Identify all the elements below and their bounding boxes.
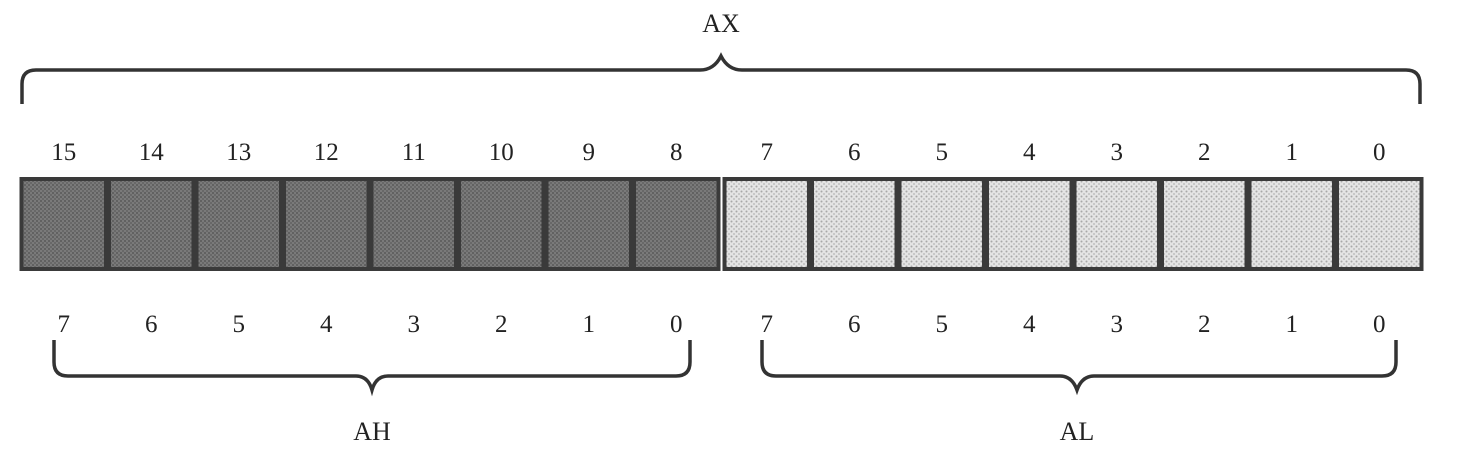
- register-label-ah: AH: [353, 417, 391, 446]
- al-bit-cell: [985, 177, 1074, 271]
- register-label-al: AL: [1060, 417, 1095, 446]
- top-bit-number: 0: [1373, 139, 1386, 166]
- al-bit-number: 5: [936, 311, 949, 338]
- ah-brace: [52, 340, 692, 397]
- ah-bit-cell: [107, 177, 196, 271]
- al-bit-number: 0: [1373, 311, 1386, 338]
- high-byte-bit-numbers: 7 6 5 4 3 2 1 0: [58, 311, 683, 338]
- top-bit-number: 11: [402, 139, 426, 166]
- register-label-ax: AX: [702, 9, 740, 38]
- top-bit-number: 14: [139, 139, 165, 166]
- ah-bit-number: 5: [233, 311, 246, 338]
- low-byte-cells: [722, 177, 1424, 271]
- al-bit-number: 2: [1198, 311, 1211, 338]
- top-bit-number: 1: [1286, 139, 1299, 166]
- high-byte-cells: [19, 177, 721, 271]
- top-bit-number: 5: [936, 139, 949, 166]
- al-bit-number: 3: [1111, 311, 1124, 338]
- ah-bit-number: 7: [58, 311, 71, 338]
- top-bit-number: 6: [848, 139, 861, 166]
- ah-bit-number: 4: [320, 311, 333, 338]
- ah-bit-cell: [369, 177, 458, 271]
- al-bit-number: 6: [848, 311, 861, 338]
- ah-bit-number: 2: [495, 311, 508, 338]
- top-bit-number: 12: [314, 139, 339, 166]
- al-bit-cell: [1160, 177, 1249, 271]
- top-bit-number: 7: [761, 139, 774, 166]
- ah-bit-cell: [282, 177, 371, 271]
- low-byte-bit-numbers: 7 6 5 4 3 2 1 0: [761, 311, 1386, 338]
- al-bit-cell: [810, 177, 899, 271]
- top-bit-number: 8: [670, 139, 683, 166]
- al-bit-cell: [1335, 177, 1424, 271]
- al-bit-cell: [897, 177, 986, 271]
- top-bit-number: 2: [1198, 139, 1211, 166]
- ah-bit-number: 0: [670, 311, 683, 338]
- top-bit-number: 3: [1111, 139, 1124, 166]
- ah-bit-cell: [19, 177, 108, 271]
- al-bit-number: 7: [761, 311, 774, 338]
- top-bit-number: 15: [51, 139, 76, 166]
- ah-bit-cell: [544, 177, 633, 271]
- ah-bit-number: 3: [408, 311, 421, 338]
- top-bit-number: 10: [489, 139, 514, 166]
- ah-bit-number: 1: [583, 311, 596, 338]
- al-bit-cell: [722, 177, 811, 271]
- ah-bit-cell: [632, 177, 721, 271]
- al-bit-cell: [1247, 177, 1336, 271]
- al-bit-cell: [1072, 177, 1161, 271]
- ah-bit-cell: [457, 177, 546, 271]
- top-bit-numbers: 15 14 13 12 11 10 9 8 7 6 5 4 3 2 1 0: [51, 139, 1385, 166]
- top-brace: [20, 52, 1422, 104]
- ah-bit-cell: [194, 177, 283, 271]
- al-brace: [760, 340, 1398, 396]
- al-bit-number: 4: [1023, 311, 1036, 338]
- top-bit-number: 4: [1023, 139, 1036, 166]
- top-bit-number: 9: [583, 139, 596, 166]
- top-bit-number: 13: [226, 139, 251, 166]
- al-bit-number: 1: [1286, 311, 1299, 338]
- ah-bit-number: 6: [145, 311, 158, 338]
